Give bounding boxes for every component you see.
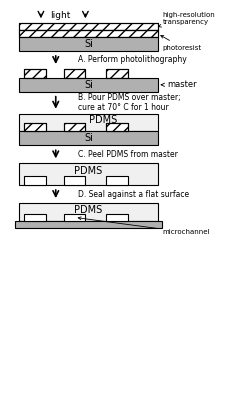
Bar <box>64 122 85 132</box>
Text: Si: Si <box>84 80 93 90</box>
Bar <box>24 122 46 132</box>
Bar <box>106 69 128 78</box>
Bar <box>19 23 158 30</box>
Bar <box>24 69 46 78</box>
Bar <box>24 69 46 78</box>
Bar <box>19 132 158 145</box>
Text: PDMS: PDMS <box>89 114 117 124</box>
Text: A. Perform photolithography: A. Perform photolithography <box>78 56 187 64</box>
Bar <box>19 23 158 30</box>
Text: Si: Si <box>84 39 93 49</box>
Bar <box>19 163 158 185</box>
Bar <box>106 122 128 132</box>
Text: photoresist: photoresist <box>161 36 202 50</box>
Bar <box>15 221 162 228</box>
Bar <box>19 114 158 132</box>
Bar <box>106 69 128 78</box>
Bar <box>64 69 85 78</box>
Text: master: master <box>161 80 197 89</box>
Bar <box>64 122 85 132</box>
Text: microchannel: microchannel <box>78 217 210 235</box>
Text: light: light <box>50 11 71 20</box>
Bar <box>24 214 46 221</box>
Text: PDMS: PDMS <box>74 166 102 176</box>
Text: C. Peel PDMS from master: C. Peel PDMS from master <box>78 150 178 159</box>
Bar <box>64 69 85 78</box>
Text: Si: Si <box>84 134 93 144</box>
Text: PDMS: PDMS <box>74 205 102 215</box>
Text: B. Pour PDMS over master;
cure at 70° C for 1 hour: B. Pour PDMS over master; cure at 70° C … <box>78 93 181 112</box>
Bar <box>24 122 46 132</box>
Bar <box>24 176 46 185</box>
Bar <box>106 122 128 132</box>
Bar <box>19 203 158 221</box>
Bar <box>64 214 85 221</box>
Bar <box>106 176 128 185</box>
Text: D. Seal against a flat surface: D. Seal against a flat surface <box>78 190 190 198</box>
Bar <box>19 78 158 92</box>
Text: high-resolution
transparency: high-resolution transparency <box>158 12 215 27</box>
Bar <box>106 214 128 221</box>
Bar <box>64 176 85 185</box>
Bar <box>19 30 158 37</box>
Bar <box>19 37 158 51</box>
Bar <box>19 30 158 37</box>
